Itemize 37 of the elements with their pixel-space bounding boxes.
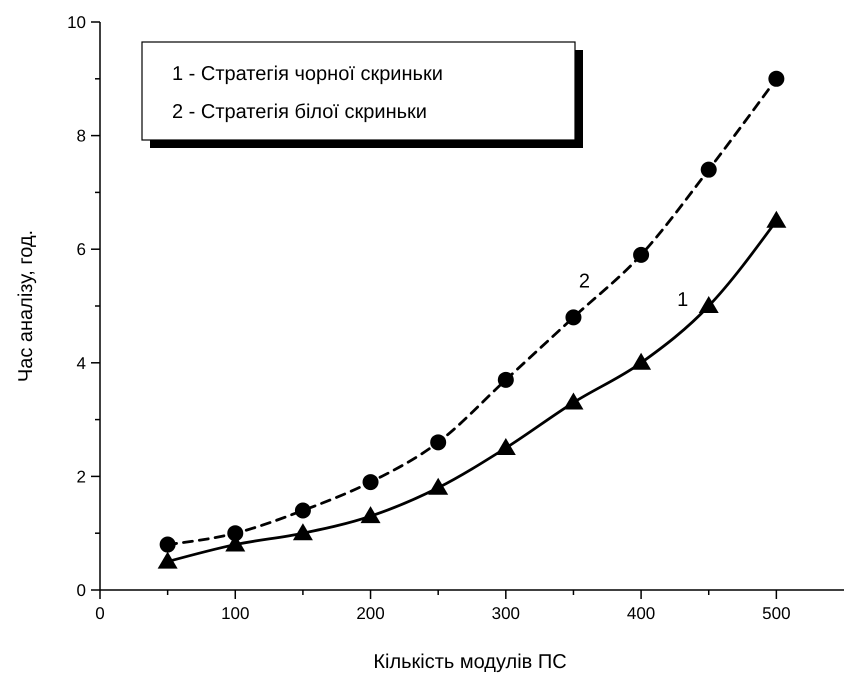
annotation: 2 - Стратегія білої скриньки bbox=[172, 101, 427, 123]
x-tick-label: 200 bbox=[356, 604, 385, 623]
point bbox=[158, 552, 178, 569]
point bbox=[294, 502, 311, 518]
x-axis-title: Кількість модулів ПС bbox=[373, 651, 567, 673]
point bbox=[360, 506, 381, 524]
point bbox=[631, 352, 652, 370]
point bbox=[698, 296, 719, 313]
point bbox=[160, 536, 176, 553]
point bbox=[633, 246, 650, 263]
annotation: 1 - Стратегія чорної скриньки bbox=[172, 63, 443, 85]
x-tick-label: 300 bbox=[492, 604, 520, 623]
point bbox=[498, 372, 514, 388]
point bbox=[700, 162, 717, 178]
y-tick-label: 10 bbox=[67, 13, 86, 32]
x-tick-label: 400 bbox=[626, 604, 656, 623]
point bbox=[565, 309, 582, 326]
y-tick-label: 2 bbox=[76, 467, 86, 486]
point bbox=[292, 523, 313, 540]
y-tick-label: 0 bbox=[76, 581, 86, 600]
point bbox=[430, 434, 446, 450]
point bbox=[496, 438, 516, 455]
point bbox=[563, 392, 584, 410]
x-tick-label: 0 bbox=[95, 604, 105, 623]
y-tick-label: 6 bbox=[76, 240, 86, 260]
y-tick-label: 8 bbox=[76, 126, 86, 146]
x-tick-label: 100 bbox=[221, 604, 250, 623]
point bbox=[766, 210, 786, 228]
point bbox=[362, 474, 379, 490]
point bbox=[428, 478, 448, 495]
series-label: 1 bbox=[677, 289, 688, 311]
point bbox=[227, 525, 244, 542]
point bbox=[768, 70, 784, 87]
series-label: 2 bbox=[578, 270, 590, 292]
y-tick-label: 4 bbox=[76, 354, 86, 373]
x-tick-label: 500 bbox=[762, 604, 791, 623]
y-axis-title: Час аналізу, год. bbox=[15, 230, 37, 382]
